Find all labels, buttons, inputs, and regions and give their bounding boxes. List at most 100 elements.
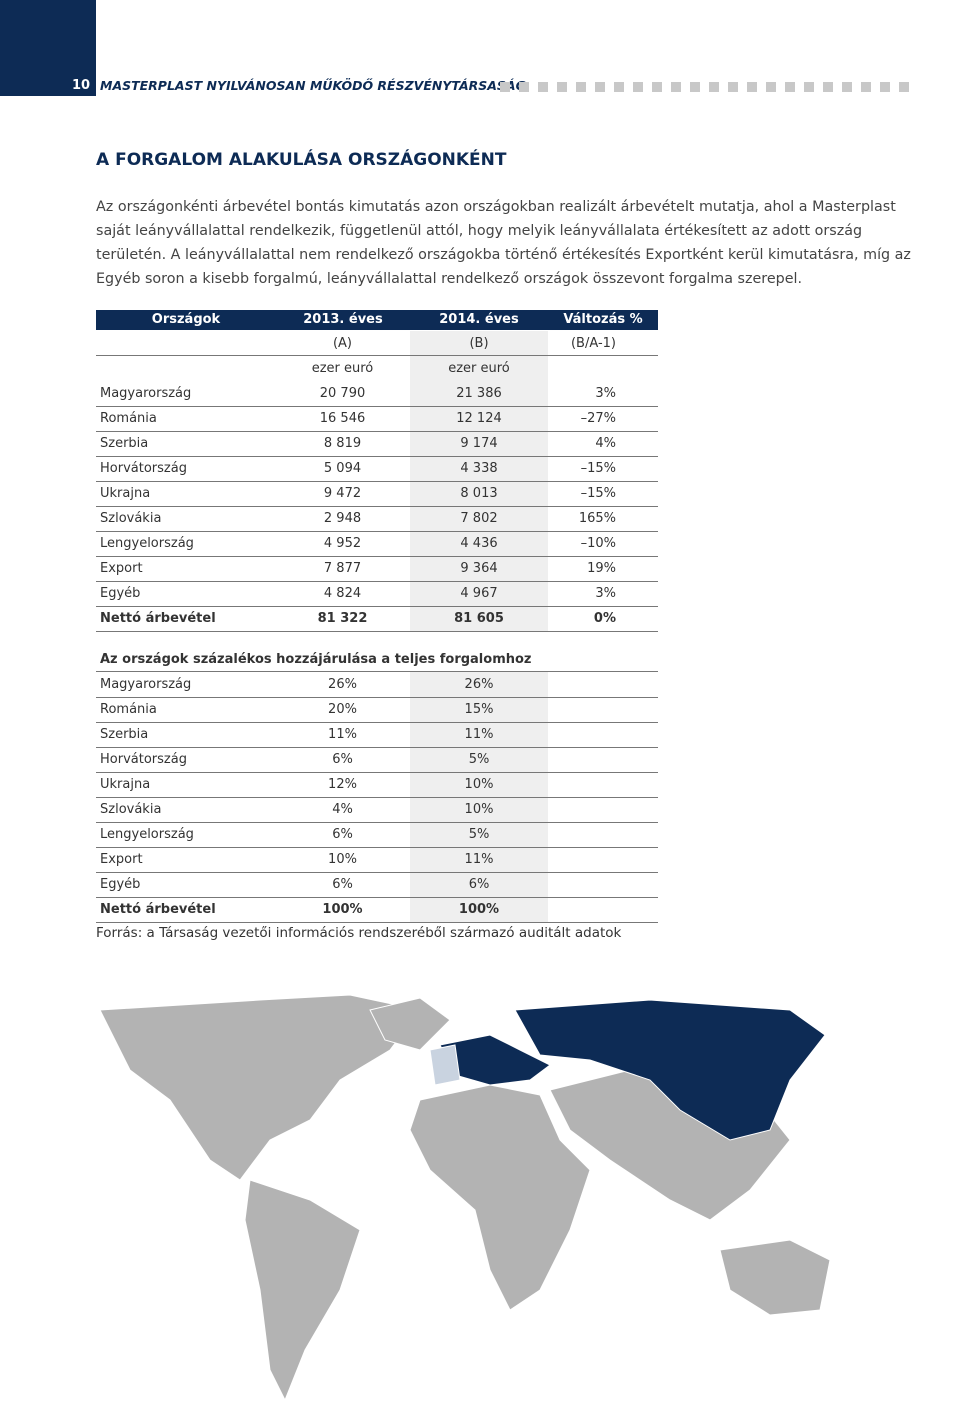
- table-cell: 12 124: [456, 411, 502, 426]
- table-cell: 16 546: [319, 411, 366, 426]
- table-units: ezer euró: [448, 361, 510, 376]
- table-cell: 4%: [595, 436, 616, 451]
- row-rule: [96, 697, 658, 698]
- table-cell: 2 948: [323, 511, 362, 526]
- africa: [409, 1084, 591, 1311]
- table-cell: 3%: [595, 386, 616, 401]
- table-cell: 165%: [578, 511, 616, 526]
- table-cell: 9 364: [460, 561, 498, 576]
- table-cell: Nettó árbevétel: [100, 902, 216, 917]
- row-rule: [96, 631, 658, 632]
- table-cell: 100%: [322, 902, 363, 917]
- header-title: MASTERPLAST NYILVÁNOSAN MŰKÖDŐ RÉSZVÉNYT…: [100, 78, 526, 93]
- square: [785, 82, 795, 92]
- table-header-cell: 2014. éves: [439, 312, 519, 327]
- table-cell: 26%: [328, 677, 357, 692]
- table-cell: Románia: [100, 411, 157, 426]
- row-rule: [96, 797, 658, 798]
- square: [899, 82, 909, 92]
- table-cell: Export: [100, 852, 143, 867]
- row-rule: [96, 747, 658, 748]
- table-cell: 11%: [328, 727, 357, 742]
- square: [728, 82, 738, 92]
- table-cell: 6%: [468, 877, 490, 892]
- square: [576, 82, 586, 92]
- square: [690, 82, 700, 92]
- table-cell: Szlovákia: [100, 511, 162, 526]
- table-cell: 20 790: [319, 386, 366, 401]
- table-cell: Lengyelország: [100, 536, 194, 551]
- square: [652, 82, 662, 92]
- square: [633, 82, 643, 92]
- table-cell: 12%: [328, 777, 357, 792]
- row-rule: [96, 406, 658, 407]
- table-cell: 11%: [464, 727, 494, 742]
- central-europe: [439, 1034, 551, 1086]
- table-cell: 100%: [458, 902, 500, 917]
- table-cell: 4 338: [460, 461, 498, 476]
- table-cell: Szerbia: [100, 436, 149, 451]
- table-cell: 5%: [468, 752, 490, 767]
- table-cell: –27%: [580, 411, 616, 426]
- table-cell: Egyéb: [100, 877, 141, 892]
- table-header-bg: [96, 310, 658, 330]
- square: [614, 82, 624, 92]
- table-subheader: (A): [332, 336, 353, 351]
- row-rule: [96, 847, 658, 848]
- square: [880, 82, 890, 92]
- row-rule: [96, 506, 658, 507]
- table-cell: Nettó árbevétel: [100, 611, 216, 626]
- table-cell: 4 436: [460, 536, 498, 551]
- row-rule: [96, 481, 658, 482]
- table-cell: 21 386: [456, 386, 502, 401]
- table-cell: 9 472: [323, 486, 362, 501]
- table-cell: 0%: [593, 611, 616, 626]
- share-title: Az országok százalékos hozzájárulása a t…: [100, 652, 532, 667]
- table-cell: 6%: [332, 827, 353, 842]
- source: Forrás: a Társaság vezetői információs r…: [96, 925, 622, 941]
- square: [842, 82, 852, 92]
- row-rule: [96, 556, 658, 557]
- row-rule: [96, 922, 658, 923]
- table-cell: 19%: [587, 561, 616, 576]
- greenland: [369, 997, 451, 1051]
- table-cell: 15%: [464, 702, 494, 717]
- table-cell: Magyarország: [100, 677, 192, 692]
- table-cell: 7 877: [323, 561, 362, 576]
- row-rule: [96, 722, 658, 723]
- table-cell: Ukrajna: [100, 486, 151, 501]
- world-map: [99, 994, 831, 1402]
- square: [709, 82, 719, 92]
- south-america: [244, 1179, 361, 1402]
- section-title: A FORGALOM ALAKULÁSA ORSZÁGONKÉNT: [96, 150, 507, 170]
- table-cell: Ukrajna: [100, 777, 151, 792]
- square: [519, 82, 529, 92]
- row-rule: [96, 456, 658, 457]
- table-cell: 10%: [328, 852, 357, 867]
- western-europe: [429, 1044, 461, 1086]
- row-rule: [96, 872, 658, 873]
- row-rule: [96, 431, 658, 432]
- row-rule: [96, 822, 658, 823]
- table-cell: 4 967: [460, 586, 498, 601]
- square: [595, 82, 605, 92]
- table-cell: 9 174: [460, 436, 498, 451]
- table-cell: 26%: [464, 677, 494, 692]
- table-cell: –10%: [580, 536, 616, 551]
- table-cell: Horvátország: [100, 752, 187, 767]
- square: [804, 82, 814, 92]
- square: [500, 82, 510, 92]
- table-cell: Magyarország: [100, 386, 192, 401]
- square: [747, 82, 757, 92]
- table-cell: 4 952: [323, 536, 362, 551]
- row-rule: [96, 897, 658, 898]
- table-cell: 4 824: [323, 586, 362, 601]
- square: [671, 82, 681, 92]
- row-rule: [96, 772, 658, 773]
- table-cell: 6%: [332, 877, 353, 892]
- table-units: ezer euró: [311, 361, 374, 376]
- header-block: [0, 0, 96, 96]
- table-cell: Szerbia: [100, 727, 149, 742]
- table-subheader: (B): [469, 336, 489, 351]
